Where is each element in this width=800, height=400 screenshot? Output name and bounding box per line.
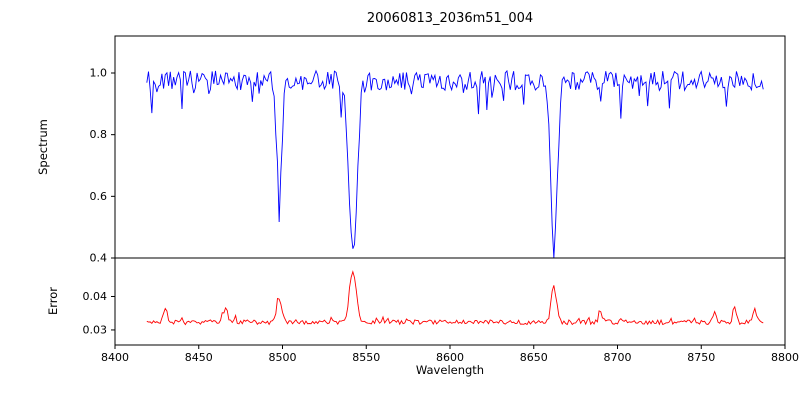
x-tick-label: 8750: [687, 351, 715, 364]
x-tick-label: 8700: [604, 351, 632, 364]
spectrum-y-tick-label: 0.6: [90, 190, 108, 203]
spectrum-y-tick-label: 1.0: [90, 67, 108, 80]
chart-title: 20060813_2036m51_004: [367, 11, 533, 26]
error-y-tick-label: 0.04: [83, 290, 108, 303]
plot-layer: 0.4 0.6 0.8 1.0 0.03 0.04 8400 8450 8500 8550 8600…: [83, 35, 799, 364]
spectrum-y-tick-label: 0.8: [90, 128, 108, 141]
y-axis-label-spectrum: Spectrum: [36, 119, 50, 175]
spectrum-y-tick-label: 0.4: [90, 252, 108, 265]
x-tick-label: 8450: [185, 351, 213, 364]
x-axis-label: Wavelength: [416, 363, 484, 377]
x-tick-label: 8650: [520, 351, 548, 364]
y-axis-label-error: Error: [46, 287, 60, 315]
x-tick-label: 8400: [101, 351, 129, 364]
x-tick-label: 8800: [771, 351, 799, 364]
x-tick-label: 8550: [352, 351, 380, 364]
error-axes-frame: [114, 257, 786, 346]
spectrum-axes-frame: [114, 35, 786, 259]
spectrum-line: [146, 69, 764, 258]
x-tick-label: 8500: [269, 351, 297, 364]
error-y-tick-label: 0.03: [83, 323, 108, 336]
error-line: [146, 270, 764, 326]
x-tick-label: 8600: [436, 351, 464, 364]
